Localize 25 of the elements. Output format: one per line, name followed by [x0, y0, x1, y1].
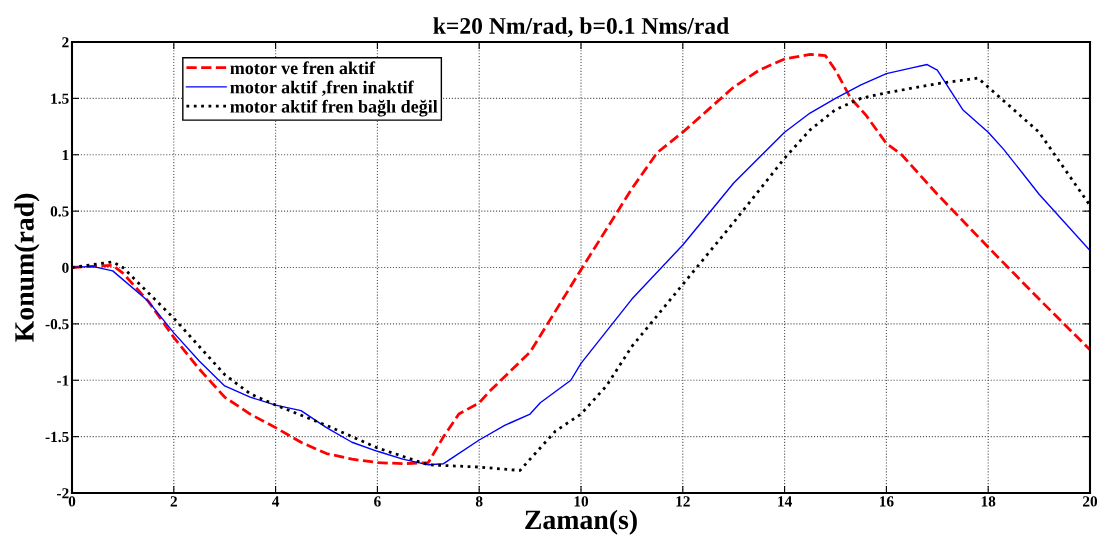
- x-tick-label: 4: [271, 496, 280, 507]
- y-tick-label: -2: [57, 488, 69, 499]
- x-tick-label: 16: [879, 496, 894, 507]
- x-tick-label: 2: [170, 496, 177, 507]
- x-tick-label: 8: [475, 496, 483, 507]
- y-tick-label: 1.5: [51, 93, 69, 104]
- x-tick-label: 14: [778, 496, 792, 507]
- legend-label: motor aktif fren bağlı değil: [230, 99, 438, 117]
- x-tick-label: 20: [1083, 496, 1098, 507]
- legend-label: motor aktif ,fren inaktif: [230, 80, 414, 97]
- y-tick-label: 0: [62, 262, 69, 273]
- x-axis-title: Zaman(s): [525, 509, 637, 535]
- x-tick-label: 18: [981, 496, 996, 507]
- y-tick-label: 2: [62, 37, 69, 48]
- x-tick-label: 6: [374, 496, 381, 507]
- y-axis-title: Konum(rad): [14, 193, 40, 342]
- y-tick-label: 1: [62, 149, 69, 161]
- x-tick-label: 12: [676, 496, 690, 507]
- y-tick-label: -0.5: [45, 319, 69, 330]
- y-tick-label: 0.5: [50, 206, 69, 217]
- legend-label: motor ve fren aktif: [230, 61, 376, 75]
- y-tick-label: -1: [57, 375, 69, 386]
- chart-title: k=20 Nm/rad, b=0.1 Nms/rad: [433, 17, 729, 38]
- x-tick-label: 10: [574, 496, 589, 507]
- y-tick-label: -1.5: [45, 431, 69, 443]
